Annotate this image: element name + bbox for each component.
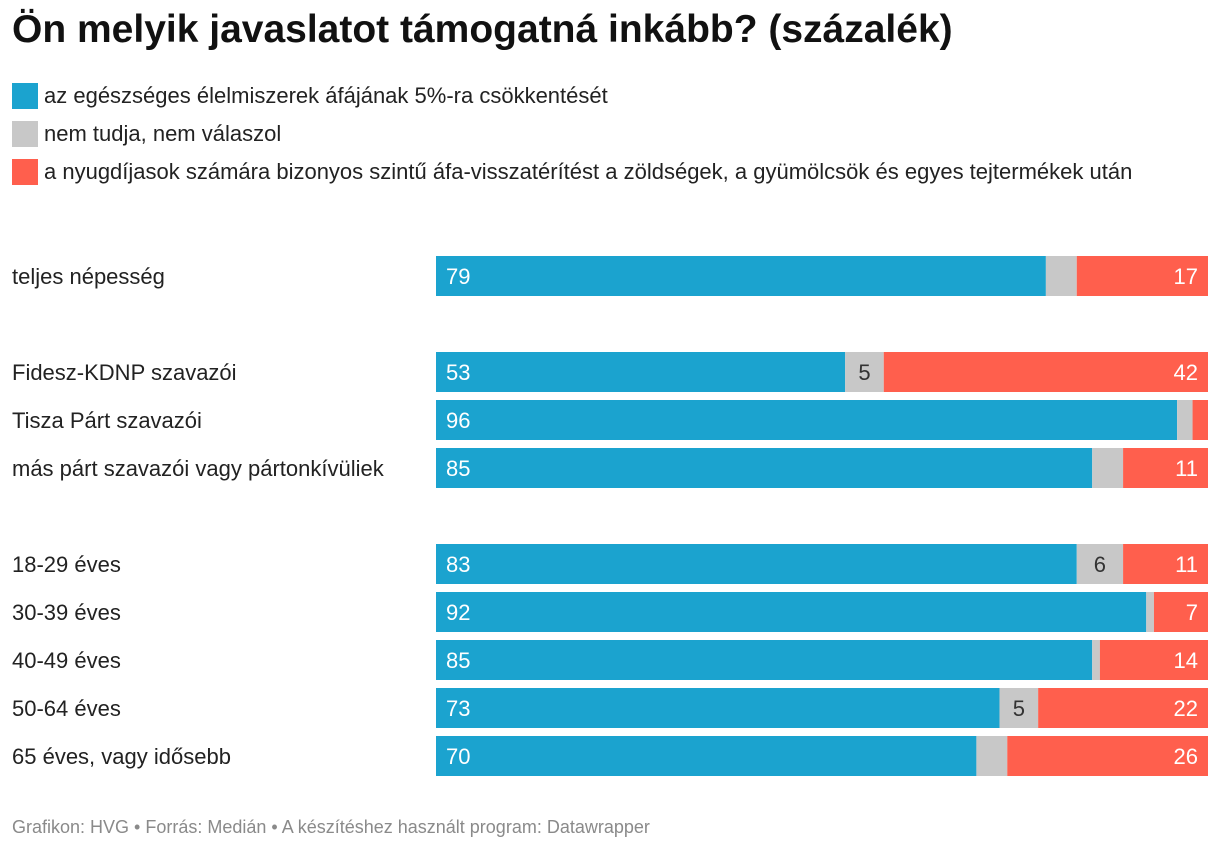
bar-segment-vat-refund [1099, 640, 1208, 680]
bar-segment-dont-know [1092, 640, 1100, 680]
bar-segment-reduced-vat [436, 352, 846, 392]
value-label-vat-refund: 42 [1174, 360, 1198, 385]
value-label-vat-refund: 22 [1174, 696, 1198, 721]
legend-item-dont-know: nem tudja, nem válaszol [12, 118, 1208, 150]
bar-segment-reduced-vat [436, 544, 1077, 584]
bar-segment-vat-refund [1007, 736, 1208, 776]
bar-segment-reduced-vat [436, 736, 977, 776]
bar-segment-reduced-vat [436, 400, 1178, 440]
value-label-vat-refund: 17 [1174, 264, 1198, 289]
row-label: 65 éves, vagy idősebb [12, 744, 231, 769]
value-label-reduced-vat: 85 [446, 456, 470, 481]
bar-segment-vat-refund [883, 352, 1208, 392]
bar-segment-dont-know [999, 688, 1039, 728]
bar-segment-vat-refund [1153, 592, 1208, 632]
bar-segment-dont-know [976, 736, 1008, 776]
bar-segment-vat-refund [1123, 448, 1208, 488]
bar-segment-reduced-vat [436, 448, 1093, 488]
value-label-reduced-vat: 70 [446, 744, 470, 769]
legend-item-reduced-vat: az egészséges élelmiszerek áfájának 5%-r… [12, 80, 1208, 112]
bar-segment-dont-know [1146, 592, 1154, 632]
legend-label-dont-know: nem tudja, nem válaszol [44, 121, 282, 146]
value-label-vat-refund: 11 [1175, 552, 1198, 577]
footer-credits: Grafikon: HVG • Forrás: Medián • A készí… [12, 817, 650, 837]
value-label-vat-refund: 7 [1186, 600, 1198, 625]
row-label: 18-29 éves [12, 552, 121, 577]
legend-swatch-dont-know [12, 121, 38, 147]
bar-segment-dont-know [1076, 544, 1124, 584]
value-label-reduced-vat: 73 [446, 696, 470, 721]
legend-swatch-reduced-vat [12, 83, 38, 109]
row-label: 40-49 éves [12, 648, 121, 673]
value-label-reduced-vat: 53 [446, 360, 470, 385]
stacked-bar-chart: teljes népesség 79 17 Fidesz-KDNP szavazói 5… [12, 256, 1208, 776]
bar-segment-reduced-vat [436, 592, 1147, 632]
value-label-vat-refund: 26 [1174, 744, 1198, 769]
value-label-reduced-vat: 96 [446, 408, 470, 433]
bar-segment-dont-know [1177, 400, 1193, 440]
bar-segment-reduced-vat [436, 256, 1046, 296]
row-label: más párt szavazói vagy pártonkívüliek [12, 456, 385, 481]
bar-segment-dont-know [1045, 256, 1077, 296]
value-label-reduced-vat: 92 [446, 600, 470, 625]
row-label: 50-64 éves [12, 696, 121, 721]
legend-item-vat-refund: a nyugdíjasok számára bizonyos szintű áf… [12, 156, 1208, 188]
value-label-vat-refund: 14 [1174, 648, 1198, 673]
value-label-dont-know: 5 [1013, 696, 1025, 721]
bar-segment-vat-refund [1076, 256, 1208, 296]
bar-segment-reduced-vat [436, 640, 1093, 680]
legend-label-reduced-vat: az egészséges élelmiszerek áfájának 5%-r… [44, 83, 608, 108]
bar-segment-vat-refund [1038, 688, 1208, 728]
row-label: Tisza Párt szavazói [12, 408, 202, 433]
row-label: teljes népesség [12, 264, 165, 289]
bar-segment-vat-refund [1123, 544, 1208, 584]
bar-segment-vat-refund [1192, 400, 1208, 440]
chart-title: Ön melyik javaslatot támogatná inkább? (… [12, 8, 953, 51]
value-label-vat-refund: 11 [1175, 456, 1198, 481]
legend-label-vat-refund: a nyugdíjasok számára bizonyos szintű áf… [44, 159, 1133, 184]
bar-segment-dont-know [1092, 448, 1124, 488]
value-label-reduced-vat: 79 [446, 264, 470, 289]
legend: az egészséges élelmiszerek áfájának 5%-r… [12, 80, 1208, 194]
row-label: Fidesz-KDNP szavazói [12, 360, 237, 385]
legend-swatch-vat-refund [12, 159, 38, 185]
value-label-dont-know: 6 [1094, 552, 1106, 577]
bar-segment-dont-know [845, 352, 884, 392]
value-label-reduced-vat: 85 [446, 648, 470, 673]
bar-segment-reduced-vat [436, 688, 1000, 728]
row-label: 30-39 éves [12, 600, 121, 625]
value-label-dont-know: 5 [858, 360, 870, 385]
value-label-reduced-vat: 83 [446, 552, 470, 577]
